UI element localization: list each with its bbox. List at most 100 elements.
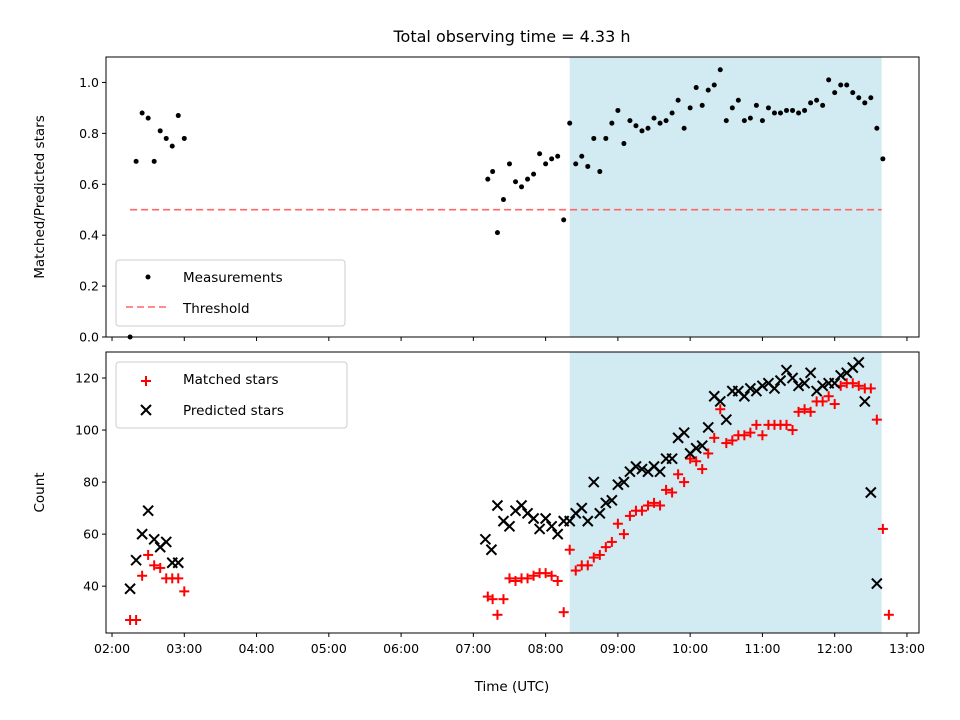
predicted-star-point xyxy=(865,486,877,499)
predicted-star-point xyxy=(130,554,142,566)
matched-star-point xyxy=(667,487,678,498)
measurement-point xyxy=(687,105,693,111)
matched-star-point xyxy=(805,406,816,417)
predicted-star-point xyxy=(576,502,588,514)
y-tick-label: 0.4 xyxy=(79,228,99,243)
legend-threshold-label: Threshold xyxy=(182,301,250,317)
matched-star-point xyxy=(649,497,660,508)
measurement-point xyxy=(651,115,657,121)
top-y-axis-ticks: 0.0 0.2 0.4 0.6 0.8 1.0 xyxy=(79,75,106,345)
x-tick-label: 08:00 xyxy=(528,641,564,656)
chart-title: Total observing time = 4.33 h xyxy=(392,27,630,46)
predicted-star-point xyxy=(600,497,612,509)
matched-star-point xyxy=(871,414,882,425)
predicted-star-point xyxy=(678,426,690,439)
measurement-point xyxy=(573,161,579,167)
predicted-star-point xyxy=(491,499,504,512)
measurement-point xyxy=(717,67,723,73)
predicted-stars-points xyxy=(124,356,883,595)
matched-star-point xyxy=(179,586,190,597)
bottom-y-axis-label: Count xyxy=(32,472,48,512)
measurement-point xyxy=(555,153,561,159)
matched-star-point xyxy=(799,404,810,415)
y-tick-label: 120 xyxy=(75,371,99,386)
predicted-star-point xyxy=(792,380,805,392)
x-tick-label: 03:00 xyxy=(166,641,202,656)
measurement-point xyxy=(591,135,597,141)
measurement-point xyxy=(735,97,741,103)
matched-star-point xyxy=(173,573,184,584)
matched-star-point xyxy=(721,438,732,449)
matched-star-point xyxy=(522,573,533,584)
matched-star-point xyxy=(745,427,756,438)
x-tick-label: 09:00 xyxy=(600,641,636,656)
x-tick-label: 02:00 xyxy=(94,641,130,656)
predicted-star-point xyxy=(148,533,160,546)
measurement-point xyxy=(862,100,868,106)
observing-window-band-bottom xyxy=(569,352,882,633)
measurement-point xyxy=(675,97,681,103)
predicted-star-point xyxy=(594,507,606,520)
measurement-point xyxy=(699,102,705,108)
bottom-y-axis-ticks: 40 60 80 100 120 xyxy=(75,371,106,594)
measurement-point xyxy=(729,105,735,111)
measurement-point xyxy=(157,128,163,134)
predicted-star-point xyxy=(564,515,576,527)
matched-star-point xyxy=(853,380,864,391)
x-tick-label: 04:00 xyxy=(239,641,275,656)
measurement-point xyxy=(826,77,832,83)
measurement-point xyxy=(645,125,651,131)
matched-star-point xyxy=(624,510,635,521)
measurement-point xyxy=(627,118,633,124)
predicted-star-point xyxy=(835,369,847,382)
y-tick-label: 0.8 xyxy=(79,126,99,141)
measurement-point xyxy=(874,125,880,131)
measurement-point xyxy=(663,118,669,124)
y-tick-label: 100 xyxy=(75,423,99,438)
predicted-star-point xyxy=(612,478,624,491)
predicted-star-point xyxy=(539,512,552,525)
predicted-star-point xyxy=(871,577,883,590)
predicted-star-point xyxy=(798,377,811,389)
predicted-star-point xyxy=(666,452,678,465)
matched-star-point xyxy=(540,568,551,579)
measurement-point xyxy=(615,107,621,113)
predicted-star-point xyxy=(606,494,618,507)
predicted-star-point xyxy=(582,515,594,527)
predicted-star-point xyxy=(720,413,732,426)
measurement-point xyxy=(519,184,525,190)
y-tick-label: 0.2 xyxy=(79,279,99,294)
measurement-point xyxy=(790,107,796,113)
top-x-axis-ticks xyxy=(111,337,908,341)
measurement-point xyxy=(151,158,157,164)
predicted-star-point xyxy=(160,536,172,548)
matched-star-point xyxy=(643,500,653,511)
predicted-star-point xyxy=(768,382,781,395)
predicted-star-point xyxy=(690,442,702,454)
matched-star-point xyxy=(673,469,684,480)
matched-star-point xyxy=(793,406,804,417)
measurement-point xyxy=(681,125,687,131)
matched-star-point xyxy=(504,573,515,584)
measurement-point xyxy=(525,176,531,182)
matched-star-point xyxy=(715,404,726,415)
predicted-star-point xyxy=(136,528,148,540)
measurement-point xyxy=(603,135,609,141)
measurement-point xyxy=(820,102,826,108)
measurement-point xyxy=(759,118,765,124)
matched-star-point xyxy=(594,549,605,560)
measurement-point xyxy=(771,110,777,116)
measurement-point xyxy=(832,90,838,96)
predicted-star-point xyxy=(714,395,726,408)
predicted-star-point xyxy=(142,505,154,517)
measurement-point xyxy=(139,110,145,116)
matched-star-point xyxy=(582,560,593,571)
measurement-point xyxy=(808,100,814,106)
predicted-star-point xyxy=(527,512,540,525)
legend-plus-symbol xyxy=(141,376,151,386)
count-panel: 40 60 80 100 120 02:00 03:00 04:00 05:00 06:00 07… xyxy=(32,351,925,656)
matched-star-point xyxy=(757,430,768,441)
predicted-star-point xyxy=(696,439,708,452)
measurement-point xyxy=(537,151,543,157)
